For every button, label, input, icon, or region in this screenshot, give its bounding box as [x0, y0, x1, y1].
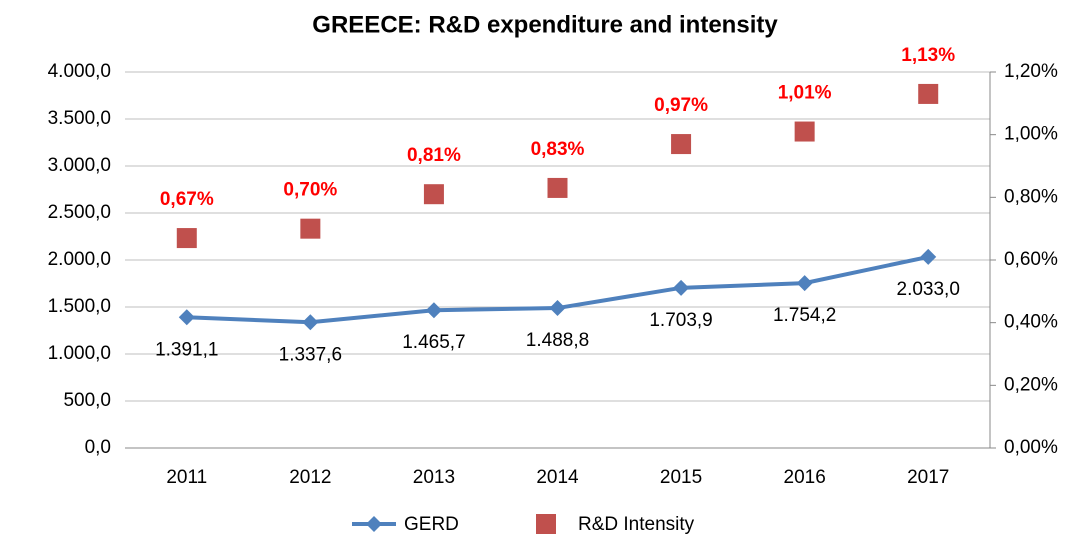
y-tick-label: 3.000,0 — [48, 155, 111, 176]
data-label: 1,01% — [778, 83, 832, 104]
legend-label: GERD — [404, 514, 459, 535]
y-tick-label: 3.500,0 — [48, 108, 111, 129]
data-label: 1.391,1 — [155, 339, 218, 360]
x-tick-label: 2013 — [413, 467, 455, 488]
y2-tick-label: 0,60% — [1004, 249, 1058, 270]
y-tick-label: 0,0 — [85, 437, 111, 458]
marker — [673, 279, 690, 296]
marker — [794, 121, 815, 142]
marker — [918, 83, 939, 104]
y-tick-label: 1.000,0 — [48, 343, 111, 364]
y-tick-label: 2.000,0 — [48, 249, 111, 270]
marker — [300, 218, 321, 239]
x-tick-label: 2017 — [907, 467, 949, 488]
marker — [671, 134, 692, 155]
y-tick-label: 1.500,0 — [48, 296, 111, 317]
marker — [176, 228, 197, 249]
x-tick-label: 2015 — [660, 467, 702, 488]
legend-marker — [536, 514, 556, 534]
data-label: 1.337,6 — [279, 344, 342, 365]
data-label: 1.754,2 — [773, 305, 836, 326]
marker — [796, 275, 813, 292]
y-tick-label: 500,0 — [63, 390, 111, 411]
data-label: 2.033,0 — [897, 279, 960, 300]
data-label: 0,81% — [407, 145, 461, 166]
x-tick-label: 2016 — [784, 467, 826, 488]
marker — [425, 302, 442, 319]
data-label: 0,83% — [531, 139, 585, 160]
data-label: 1,13% — [901, 45, 955, 66]
data-label: 0,97% — [654, 95, 708, 116]
y2-tick-label: 0,00% — [1004, 437, 1058, 458]
y2-tick-label: 0,80% — [1004, 186, 1058, 207]
legend-label: R&D Intensity — [578, 514, 695, 535]
y-tick-label: 2.500,0 — [48, 202, 111, 223]
marker — [178, 309, 195, 326]
marker — [920, 248, 937, 265]
y2-tick-label: 0,40% — [1004, 312, 1058, 333]
legend-marker — [366, 516, 382, 532]
data-label: 1.488,8 — [526, 330, 589, 351]
marker — [549, 300, 566, 317]
marker — [423, 184, 444, 205]
y2-tick-label: 0,20% — [1004, 374, 1058, 395]
x-tick-label: 2012 — [289, 467, 331, 488]
y-tick-label: 4.000,0 — [48, 61, 111, 82]
data-label: 0,67% — [160, 189, 214, 210]
chart-title: GREECE: R&D expenditure and intensity — [312, 11, 778, 38]
data-label: 1.465,7 — [402, 332, 465, 353]
marker — [547, 177, 568, 198]
x-tick-label: 2014 — [536, 467, 579, 488]
data-label: 0,70% — [283, 180, 337, 201]
y2-tick-label: 1,20% — [1004, 61, 1058, 82]
x-tick-label: 2011 — [166, 467, 207, 488]
marker — [302, 314, 319, 331]
y2-tick-label: 1,00% — [1004, 124, 1058, 145]
data-label: 1.703,9 — [649, 310, 712, 331]
